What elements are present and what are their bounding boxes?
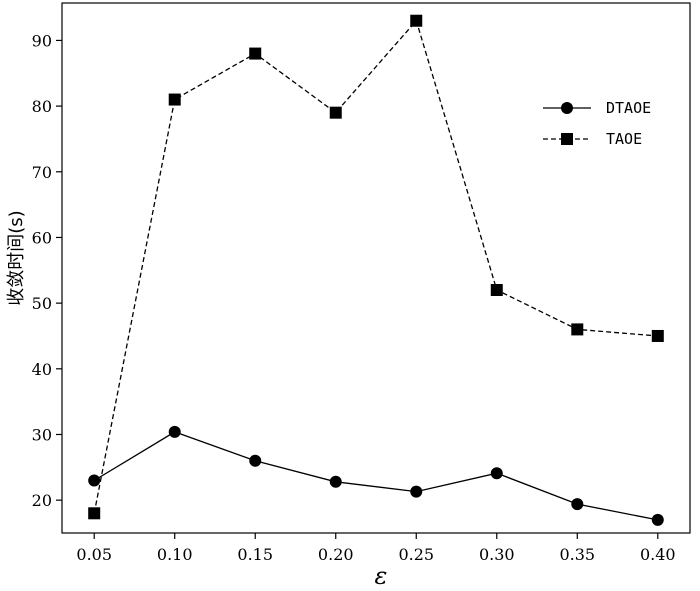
taoe-point [249, 47, 262, 60]
legend-taoe-marker [561, 133, 573, 145]
dtaoe-point [571, 498, 584, 511]
y-tick-label: 40 [32, 360, 52, 379]
y-axis-label: 收敛时间(s) [6, 210, 27, 305]
y-tick-label: 90 [32, 31, 52, 50]
taoe-point [490, 284, 503, 297]
y-tick-label: 70 [32, 163, 52, 182]
dtaoe-point [168, 425, 181, 438]
x-tick-label: 0.15 [237, 545, 273, 564]
x-tick-label: 0.40 [640, 545, 676, 564]
taoe-point [571, 323, 584, 336]
x-tick-label: 0.35 [559, 545, 595, 564]
taoe-point [88, 507, 101, 520]
taoe-line [93, 19, 658, 514]
dtaoe-line [93, 431, 658, 521]
legend-dtaoe-marker [561, 102, 573, 114]
y-tick-label: 20 [32, 491, 52, 510]
y-tick-label: 60 [32, 228, 52, 247]
dtaoe-point [249, 454, 262, 467]
dtaoe-point [410, 485, 423, 498]
legend-taoe-label: TAOE [606, 130, 642, 148]
taoe-point [651, 329, 664, 342]
dtaoe-point [88, 474, 101, 487]
y-tick-label: 50 [32, 294, 52, 313]
x-tick-label: 0.05 [76, 545, 112, 564]
taoe-point [329, 106, 342, 119]
x-tick-label: 0.20 [318, 545, 354, 564]
x-axis-label: ε [375, 562, 388, 590]
x-tick-label: 0.10 [157, 545, 193, 564]
taoe-point [410, 14, 423, 27]
x-tick-label: 0.25 [398, 545, 434, 564]
legend-dtaoe-label: DTAOE [606, 99, 651, 117]
y-tick-label: 80 [32, 97, 52, 116]
dtaoe-point [651, 513, 664, 526]
dtaoe-point [329, 475, 342, 488]
plot-frame [61, 2, 691, 534]
x-tick-label: 0.30 [479, 545, 515, 564]
y-tick-label: 30 [32, 425, 52, 444]
dtaoe-point [490, 467, 503, 480]
taoe-point [168, 93, 181, 106]
